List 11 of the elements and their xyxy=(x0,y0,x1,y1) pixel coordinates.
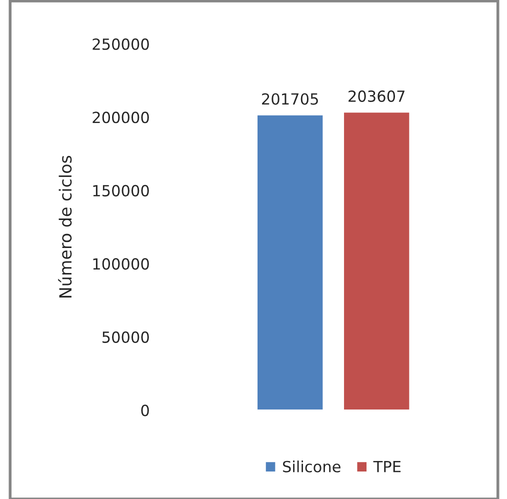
data-label: 203607 xyxy=(348,90,404,102)
y-tick-label: 200000 xyxy=(92,112,149,124)
data-label: 201705 xyxy=(262,93,318,105)
y-axis-title: Número de ciclos xyxy=(58,156,72,298)
y-tick-label: 0 xyxy=(141,404,149,416)
legend-label: Silicone xyxy=(282,460,340,472)
y-tick-label: 150000 xyxy=(93,184,149,196)
y-tick-label: 100000 xyxy=(93,258,149,270)
y-tick-label: 250000 xyxy=(92,38,149,50)
legend-label: TPE xyxy=(373,461,401,472)
y-tick-label: 50000 xyxy=(102,331,149,343)
